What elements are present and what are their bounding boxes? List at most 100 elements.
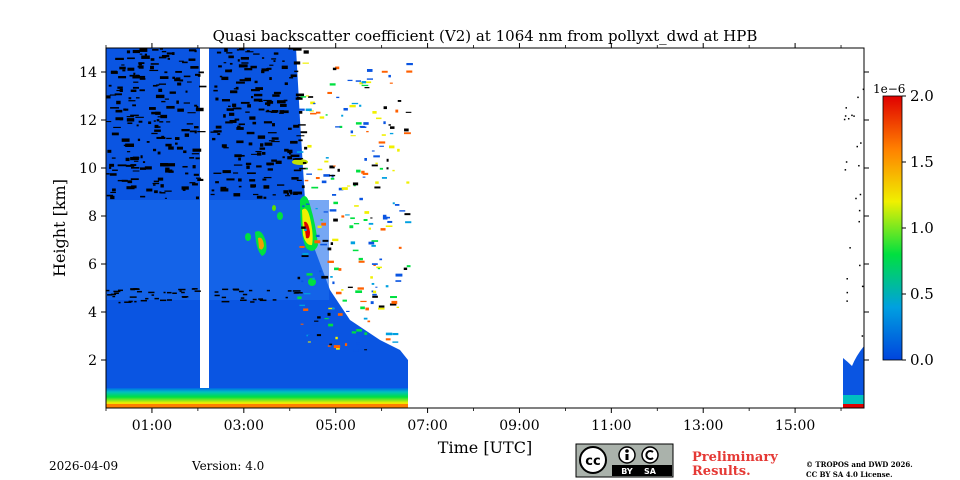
- sparse-return: [360, 306, 365, 310]
- sparse-return: [332, 281, 335, 285]
- sparse-return: [368, 227, 371, 230]
- sparse-return: [371, 282, 375, 285]
- noise-speckle: [115, 57, 124, 61]
- noise-speckle: [164, 197, 167, 199]
- noise-speckle: [178, 60, 184, 62]
- noise-speckle: [280, 103, 287, 107]
- noise-speckle: [183, 150, 187, 154]
- noise-speckle: [178, 288, 186, 291]
- sparse-return: [341, 215, 345, 218]
- noise-speckle: [153, 180, 160, 183]
- noise-speckle: [261, 70, 265, 74]
- sparse-return: [341, 289, 344, 291]
- preliminary-line2: Results.: [692, 464, 751, 479]
- noise-speckle: [271, 110, 279, 113]
- noise-speckle: [249, 116, 256, 120]
- sparse-return: [363, 122, 369, 125]
- sparse-return: [372, 111, 377, 114]
- noise-speckle: [129, 74, 135, 77]
- sparse-return: [332, 194, 337, 196]
- sparse-return: [389, 82, 393, 84]
- noise-speckle: [284, 148, 289, 152]
- sparse-return: [353, 184, 356, 187]
- noise-speckle: [161, 50, 167, 53]
- sparse-return: [389, 303, 397, 306]
- noise-speckle: [133, 72, 136, 76]
- sparse-return: [397, 148, 400, 152]
- noise-speckle: [267, 163, 271, 166]
- x-tick-label: 01:00: [132, 418, 172, 434]
- sparse-return: [380, 228, 386, 231]
- noise-speckle: [166, 163, 176, 167]
- sparse-return: [366, 69, 373, 72]
- noise-speckle: [159, 76, 169, 79]
- noise-speckle: [219, 75, 223, 78]
- noise-speckle: [263, 99, 272, 102]
- noise-speckle: [238, 178, 242, 182]
- noise-speckle: [213, 172, 222, 174]
- noise-speckle: [290, 154, 300, 157]
- noise-speckle: [194, 104, 198, 107]
- sparse-return: [395, 109, 399, 113]
- noise-speckle: [226, 108, 234, 111]
- noise-speckle: [295, 292, 303, 294]
- sparse-return: [377, 267, 381, 270]
- noise-speckle: [232, 288, 239, 291]
- sparse-return: [373, 264, 376, 266]
- sparse-return: [347, 79, 353, 82]
- sparse-return: [350, 241, 356, 245]
- noise-speckle: [221, 296, 227, 299]
- sparse-return: [371, 290, 374, 293]
- sparse-return: [316, 334, 322, 337]
- noise-speckle: [130, 178, 139, 181]
- noise-speckle: [215, 97, 219, 101]
- noise-speckle: [258, 298, 264, 300]
- colorbar-tick-label: 1.5: [910, 153, 934, 171]
- noise-speckle: [238, 290, 244, 293]
- sparse-return: [341, 114, 344, 117]
- noise-speckle: [157, 116, 162, 118]
- noise-speckle: [182, 61, 188, 64]
- noise-speckle: [256, 165, 262, 168]
- sparse-return: [381, 177, 388, 179]
- noise-speckle: [192, 183, 198, 186]
- noise-speckle: [283, 190, 289, 194]
- sparse-return: [305, 168, 308, 170]
- y-tick-label: 4: [88, 305, 97, 321]
- sparse-return: [862, 88, 864, 91]
- sparse-return: [379, 145, 384, 147]
- noise-speckle: [106, 121, 112, 123]
- noise-speckle: [175, 142, 178, 145]
- sparse-return: [406, 181, 410, 184]
- noise-speckle: [245, 51, 254, 53]
- noise-speckle: [293, 169, 302, 172]
- noise-speckle: [132, 170, 140, 172]
- noise-speckle: [117, 164, 127, 167]
- noise-speckle: [160, 162, 169, 167]
- noise-speckle: [177, 108, 184, 112]
- sparse-return: [844, 115, 847, 117]
- noise-speckle: [128, 97, 132, 100]
- sparse-return: [301, 280, 304, 283]
- noise-speckle: [139, 48, 148, 52]
- noise-speckle: [109, 166, 112, 169]
- noise-speckle: [248, 289, 253, 292]
- noise-speckle: [140, 299, 147, 302]
- sparse-return: [375, 286, 378, 288]
- noise-speckle: [285, 195, 291, 197]
- sparse-return: [330, 242, 334, 245]
- noise-speckle: [168, 146, 174, 150]
- noise-speckle: [212, 137, 216, 141]
- noise-speckle: [114, 292, 119, 295]
- noise-speckle: [259, 299, 267, 302]
- sparse-return: [846, 300, 848, 302]
- noise-speckle: [250, 301, 255, 303]
- noise-speckle: [111, 157, 116, 159]
- noise-speckle: [195, 107, 204, 112]
- noise-speckle: [190, 66, 199, 69]
- sparse-return: [370, 301, 374, 305]
- sparse-return: [389, 132, 394, 135]
- noise-speckle: [283, 110, 289, 114]
- noise-speckle: [194, 130, 197, 134]
- noise-speckle: [125, 108, 129, 111]
